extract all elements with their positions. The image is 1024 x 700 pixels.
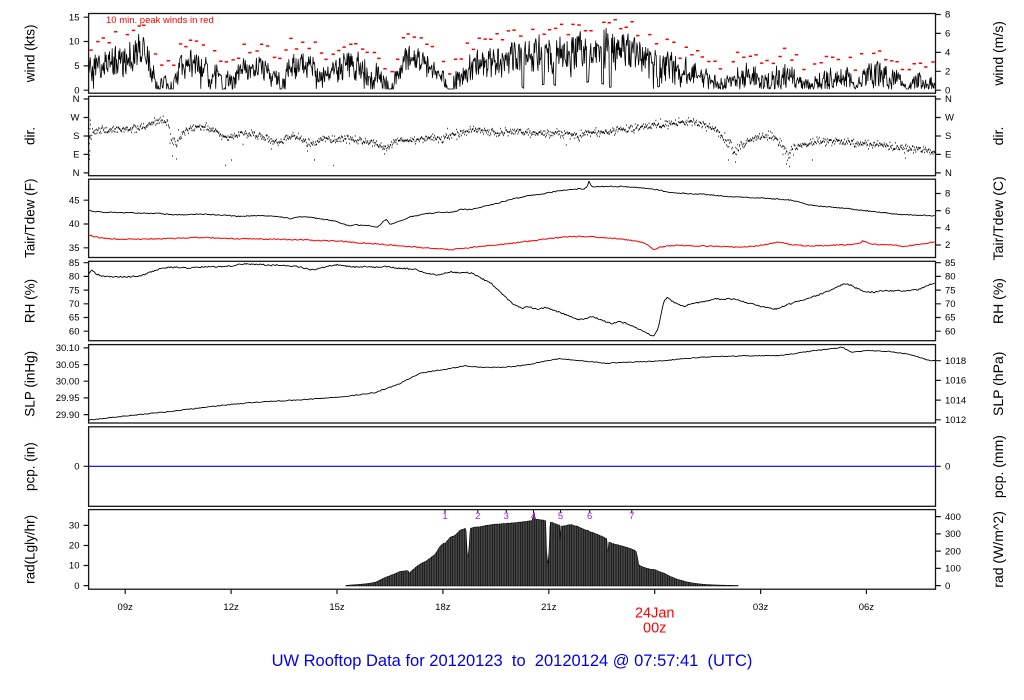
svg-text:30.05: 30.05 bbox=[56, 360, 80, 371]
svg-text:E: E bbox=[73, 150, 79, 161]
svg-text:1014: 1014 bbox=[945, 395, 966, 406]
svg-text:10 min. peak winds in red: 10 min. peak winds in red bbox=[106, 15, 214, 26]
svg-text:1: 1 bbox=[442, 511, 447, 522]
svg-text:35: 35 bbox=[69, 243, 80, 254]
svg-text:6: 6 bbox=[945, 206, 950, 217]
svg-text:UW Rooftop Data for 20120123: UW Rooftop Data for 20120123 to 20120124… bbox=[272, 652, 753, 670]
svg-text:75: 75 bbox=[945, 285, 956, 296]
svg-text:N: N bbox=[945, 94, 952, 105]
svg-text:wind (kts): wind (kts) bbox=[22, 25, 37, 84]
svg-text:E: E bbox=[945, 150, 951, 161]
svg-text:12z: 12z bbox=[223, 602, 239, 613]
svg-text:03z: 03z bbox=[753, 602, 769, 613]
svg-text:0: 0 bbox=[945, 85, 950, 96]
svg-text:1012: 1012 bbox=[945, 415, 966, 426]
svg-text:4: 4 bbox=[945, 48, 950, 59]
svg-text:15z: 15z bbox=[329, 602, 345, 613]
svg-text:30.10: 30.10 bbox=[56, 343, 80, 354]
svg-text:RH (%): RH (%) bbox=[990, 278, 1006, 324]
svg-text:00z: 00z bbox=[643, 621, 666, 637]
svg-text:RH (%): RH (%) bbox=[22, 279, 37, 323]
svg-text:4: 4 bbox=[945, 223, 950, 234]
svg-text:dir.: dir. bbox=[990, 127, 1006, 146]
svg-text:80: 80 bbox=[945, 272, 956, 283]
svg-text:300: 300 bbox=[945, 529, 961, 540]
svg-text:0: 0 bbox=[74, 581, 79, 592]
svg-text:15: 15 bbox=[69, 12, 80, 23]
svg-text:09z: 09z bbox=[118, 602, 134, 613]
svg-text:rad (W/m^2): rad (W/m^2) bbox=[990, 511, 1006, 588]
svg-text:29.95: 29.95 bbox=[56, 393, 80, 404]
svg-text:S: S bbox=[73, 131, 79, 142]
svg-text:S: S bbox=[945, 131, 951, 142]
svg-text:4: 4 bbox=[531, 511, 536, 522]
svg-text:20: 20 bbox=[69, 541, 80, 552]
svg-text:70: 70 bbox=[945, 299, 956, 310]
svg-text:10: 10 bbox=[69, 561, 80, 572]
svg-text:70: 70 bbox=[69, 299, 80, 310]
svg-text:0: 0 bbox=[74, 462, 79, 473]
svg-text:W: W bbox=[945, 113, 954, 124]
svg-text:pcp. (mm): pcp. (mm) bbox=[990, 435, 1006, 498]
svg-text:0: 0 bbox=[74, 85, 79, 96]
svg-text:8: 8 bbox=[945, 10, 950, 21]
svg-text:24Jan: 24Jan bbox=[635, 606, 675, 622]
svg-text:0: 0 bbox=[945, 581, 950, 592]
svg-text:100: 100 bbox=[945, 564, 961, 575]
svg-text:rad(Lgly/hr): rad(Lgly/hr) bbox=[22, 515, 37, 584]
svg-text:7: 7 bbox=[629, 511, 634, 522]
svg-text:SLP (inHg): SLP (inHg) bbox=[22, 351, 37, 417]
svg-text:40: 40 bbox=[69, 219, 80, 230]
svg-text:18z: 18z bbox=[435, 602, 451, 613]
svg-text:2: 2 bbox=[945, 67, 950, 78]
svg-text:Tair/Tdew (C): Tair/Tdew (C) bbox=[990, 176, 1006, 260]
svg-text:6: 6 bbox=[587, 511, 592, 522]
svg-text:N: N bbox=[73, 168, 80, 179]
svg-text:30.00: 30.00 bbox=[56, 376, 80, 387]
svg-text:21z: 21z bbox=[541, 602, 557, 613]
svg-text:wind (m/s): wind (m/s) bbox=[990, 21, 1006, 87]
svg-text:65: 65 bbox=[69, 313, 80, 324]
svg-text:1016: 1016 bbox=[945, 376, 966, 387]
svg-text:5: 5 bbox=[74, 61, 79, 72]
svg-text:N: N bbox=[945, 168, 952, 179]
svg-text:60: 60 bbox=[945, 326, 956, 337]
svg-text:85: 85 bbox=[945, 258, 956, 269]
svg-text:pcp. (in): pcp. (in) bbox=[22, 442, 37, 491]
svg-text:5: 5 bbox=[558, 511, 563, 522]
svg-text:8: 8 bbox=[945, 189, 950, 200]
svg-text:60: 60 bbox=[69, 326, 80, 337]
svg-text:6: 6 bbox=[945, 29, 950, 40]
svg-text:75: 75 bbox=[69, 285, 80, 296]
svg-text:10: 10 bbox=[69, 37, 80, 48]
svg-text:2: 2 bbox=[945, 240, 950, 251]
svg-text:dir.: dir. bbox=[22, 127, 37, 145]
svg-text:SLP (hPa): SLP (hPa) bbox=[990, 352, 1006, 416]
svg-text:30: 30 bbox=[69, 521, 80, 532]
svg-text:1018: 1018 bbox=[945, 356, 966, 367]
svg-text:80: 80 bbox=[69, 272, 80, 283]
svg-text:W: W bbox=[71, 113, 80, 124]
svg-text:29.90: 29.90 bbox=[56, 410, 80, 421]
svg-text:06z: 06z bbox=[859, 602, 875, 613]
svg-text:2: 2 bbox=[475, 511, 480, 522]
svg-text:200: 200 bbox=[945, 546, 961, 557]
svg-text:85: 85 bbox=[69, 258, 80, 269]
svg-text:45: 45 bbox=[69, 195, 80, 206]
svg-text:Tair/Tdew (F): Tair/Tdew (F) bbox=[22, 179, 37, 259]
svg-text:3: 3 bbox=[504, 511, 509, 522]
svg-text:65: 65 bbox=[945, 313, 956, 324]
svg-text:0: 0 bbox=[945, 462, 950, 473]
svg-text:N: N bbox=[73, 94, 80, 105]
svg-text:400: 400 bbox=[945, 512, 961, 523]
